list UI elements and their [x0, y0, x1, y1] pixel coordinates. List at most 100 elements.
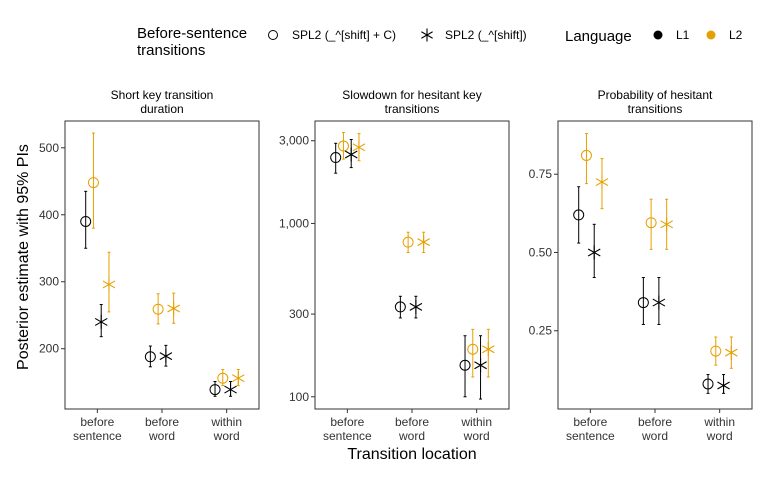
x-tick-label: sentence — [566, 429, 615, 443]
point-circle-l2 — [580, 149, 592, 161]
error-bar — [577, 186, 581, 244]
legend-circle-label: SPL2 (_^[shift] + C) — [292, 28, 396, 42]
point-circle-l2 — [337, 140, 349, 152]
point-asterisk-l1 — [587, 245, 601, 260]
point-asterisk-l1 — [94, 314, 108, 329]
point-circle-l2 — [402, 236, 414, 248]
x-tick-label: before — [80, 415, 114, 429]
x-tick-label: within — [703, 415, 735, 429]
y-tick-label: 500 — [39, 141, 59, 155]
point-asterisk-l2 — [231, 371, 245, 386]
point-asterisk-l2 — [595, 175, 609, 190]
x-tick-label: before — [395, 415, 429, 429]
point-asterisk-l1-stroke — [159, 352, 173, 361]
point-asterisk-l1 — [717, 378, 730, 393]
error-bar — [341, 131, 345, 160]
point-asterisk-l2-stroke — [231, 374, 245, 383]
point-asterisk-l2-stroke — [481, 345, 495, 354]
panel-border — [64, 120, 260, 410]
legend-l1-marker — [653, 30, 663, 40]
legend-asterisk-marker — [421, 28, 433, 42]
point-asterisk-l2-stroke — [595, 178, 609, 187]
error-bar — [641, 277, 645, 325]
point-circle-l2 — [152, 303, 164, 315]
y-axis-title: Posterior estimate with 95% PIs — [15, 144, 32, 370]
y-tick-label: 0.75 — [529, 167, 553, 181]
x-tick-label: word — [213, 429, 240, 443]
error-bar — [91, 132, 95, 229]
point-asterisk-l2 — [167, 301, 180, 316]
error-bar — [156, 293, 160, 325]
legend-l2-label: L2 — [729, 28, 743, 42]
point-circle-l1 — [209, 384, 221, 396]
point-asterisk-l2-stroke — [352, 143, 366, 152]
legend-item-asterisk — [421, 28, 433, 42]
point-circle-l1 — [80, 215, 92, 227]
panel-title: Slowdown for hesitant key — [342, 88, 481, 102]
x-tick-label: word — [148, 429, 175, 443]
x-tick-label: within — [460, 415, 492, 429]
y-tick-label: 200 — [39, 342, 59, 356]
point-circle-l1 — [459, 359, 471, 371]
point-circle-l1 — [394, 301, 406, 313]
y-tick-label: 3,000 — [279, 134, 309, 148]
point-asterisk-l2-stroke — [724, 348, 738, 357]
error-bar — [706, 374, 710, 394]
point-asterisk-l2-stroke — [167, 304, 180, 313]
point-circle-l1 — [702, 378, 714, 390]
point-asterisk-l1 — [159, 349, 173, 364]
point-asterisk-l2-stroke — [102, 280, 116, 289]
x-tick-label: before — [573, 415, 607, 429]
point-asterisk-l1 — [409, 299, 423, 314]
panel-title: Short key transition — [111, 88, 214, 102]
x-tick-label: before — [330, 415, 364, 429]
point-asterisk-l1-stroke — [717, 381, 730, 390]
legend-item-circle: SPL2 (_^[shift] + C) — [268, 28, 396, 42]
panel-title: transitions — [628, 102, 683, 116]
legend-l1-label: L1 — [676, 28, 690, 42]
error-bar — [714, 336, 718, 366]
legend-shape-title-line2: transitions — [137, 42, 205, 59]
y-tick-label: 1,000 — [279, 216, 309, 230]
y-tick-label: 300 — [39, 275, 59, 289]
error-bar — [463, 335, 467, 398]
point-asterisk-l1-stroke — [587, 248, 601, 257]
x-tick-label: before — [638, 415, 672, 429]
point-circle-l2 — [217, 372, 229, 384]
point-circle-l1 — [330, 152, 342, 164]
point-asterisk-l2 — [660, 217, 673, 232]
legend: Before-sentence transitions SPL2 (_^[shi… — [137, 25, 743, 59]
point-circle-l2 — [710, 345, 722, 357]
legend-l2-marker — [706, 30, 716, 40]
point-circle-l2 — [87, 177, 99, 189]
point-asterisk-l2-stroke — [660, 220, 673, 229]
legend-asterisk-marker-stroke — [421, 31, 433, 39]
point-asterisk-l2 — [417, 235, 430, 250]
error-bar — [84, 190, 88, 249]
point-asterisk-l1 — [474, 358, 487, 373]
point-asterisk-l2 — [724, 345, 738, 360]
point-asterisk-l1-stroke — [409, 302, 423, 311]
legend-color-title: Language — [565, 28, 632, 45]
error-bar — [398, 295, 402, 319]
x-tick-label: word — [463, 429, 490, 443]
point-asterisk-l1-stroke — [652, 298, 666, 307]
point-circle-l1 — [144, 351, 156, 363]
point-asterisk-l1-stroke — [224, 385, 237, 394]
point-asterisk-l2 — [352, 140, 366, 155]
error-bar — [334, 142, 338, 174]
x-tick-label: word — [706, 429, 733, 443]
x-axis-title: Transition location — [347, 446, 476, 463]
panel-title: transitions — [385, 102, 440, 116]
x-tick-label: sentence — [323, 429, 372, 443]
point-asterisk-l1-stroke — [94, 317, 108, 326]
y-tick-label: 400 — [39, 208, 59, 222]
point-asterisk-l1 — [344, 147, 358, 162]
point-circle-l1 — [573, 209, 585, 221]
point-circle-l1 — [637, 297, 649, 309]
point-circle-l2 — [645, 217, 657, 229]
panel-title: Probability of hesitant — [598, 88, 713, 102]
